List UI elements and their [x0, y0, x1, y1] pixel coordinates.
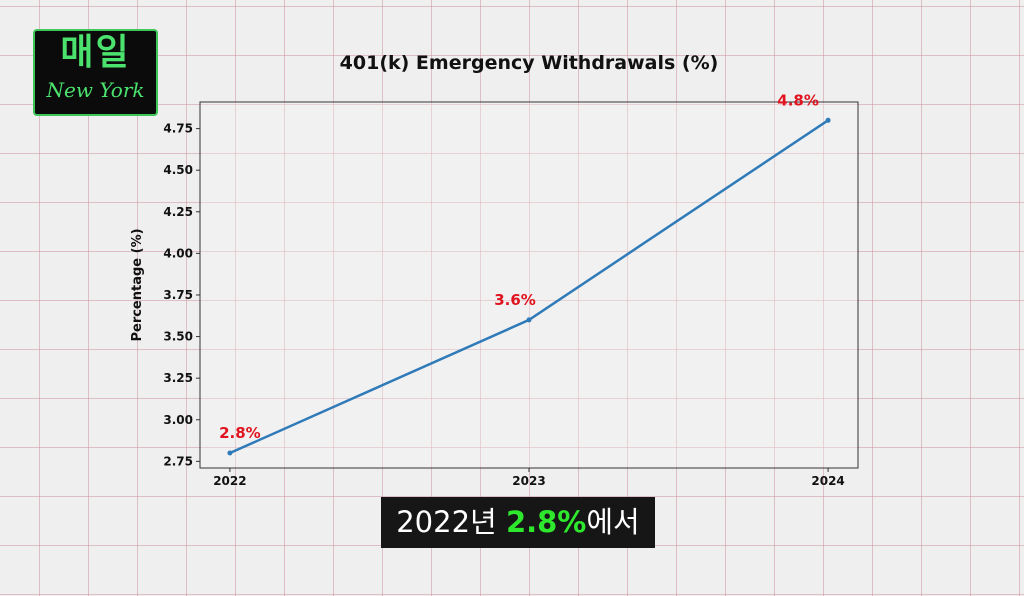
y-tick-label: 4.25	[163, 205, 193, 219]
data-label: 4.8%	[777, 91, 819, 109]
y-tick-label: 3.75	[163, 288, 193, 302]
y-tick-label: 3.00	[163, 413, 193, 427]
channel-logo: 매일 New York	[33, 29, 158, 116]
y-tick-label: 3.50	[163, 330, 193, 344]
plot-area	[199, 101, 859, 469]
data-point	[227, 450, 233, 456]
y-tick-label: 4.75	[163, 122, 193, 136]
x-tick-label: 2022	[213, 474, 246, 488]
x-tick-label: 2023	[512, 474, 545, 488]
data-label: 3.6%	[494, 291, 536, 309]
y-tick-label: 4.50	[163, 163, 193, 177]
subtitle-caption: 2022년 2.8%에서	[381, 497, 655, 548]
y-tick-label: 2.75	[163, 454, 193, 468]
y-tick-label: 4.00	[163, 246, 193, 260]
chart-title: 401(k) Emergency Withdrawals (%)	[339, 52, 719, 74]
data-label: 2.8%	[219, 424, 261, 442]
y-tick-label: 3.25	[163, 371, 193, 385]
data-point	[825, 117, 831, 123]
caption-highlight: 2.8%	[505, 505, 587, 539]
logo-korean: 매일	[60, 32, 131, 73]
caption-suffix: 에서	[586, 505, 640, 539]
data-point	[526, 317, 532, 323]
x-tick-label: 2024	[811, 474, 844, 488]
caption-prefix: 2022년	[396, 505, 506, 539]
y-axis-label: Percentage (%)	[130, 228, 145, 341]
logo-english: New York	[46, 78, 145, 102]
